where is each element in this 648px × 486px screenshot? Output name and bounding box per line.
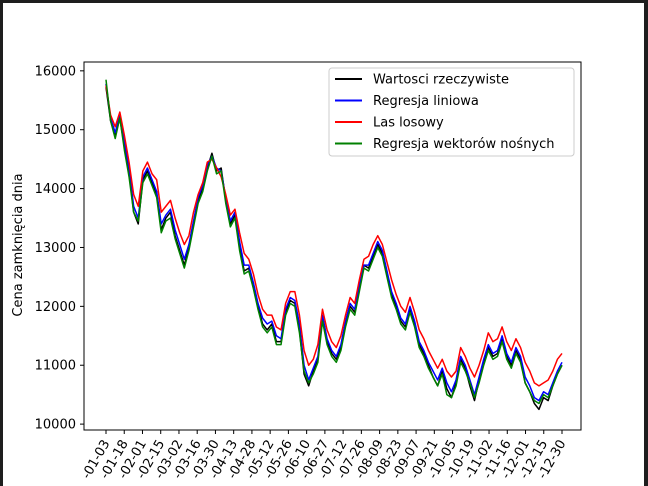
legend-label: Regresja wektorów nośnych [373,137,555,152]
y-tick-label: 16000 [35,64,76,79]
series-line-4 [105,79,563,405]
legend-label: Las losowy [373,116,444,131]
series-line-2 [105,83,563,402]
legend-box [328,67,575,157]
y-tick-label: 15000 [35,123,76,138]
y-tick-label: 11000 [35,359,76,374]
legend-label: Wartosci rzeczywiste [373,73,509,88]
y-tick-label: 14000 [35,182,76,197]
y-axis-label: Cena zamknięcia dnia [11,173,26,316]
y-tick-label: 13000 [35,241,76,256]
y-tick-label: 12000 [35,300,76,315]
y-tick-label: 10000 [35,418,76,433]
series-line-1 [105,87,563,411]
plot-area [83,61,582,431]
legend-label: Regresja liniowa [373,94,479,109]
series-line-3 [105,85,563,387]
legend: Wartosci rzeczywiste Regresja liniowa Las … [328,67,575,157]
